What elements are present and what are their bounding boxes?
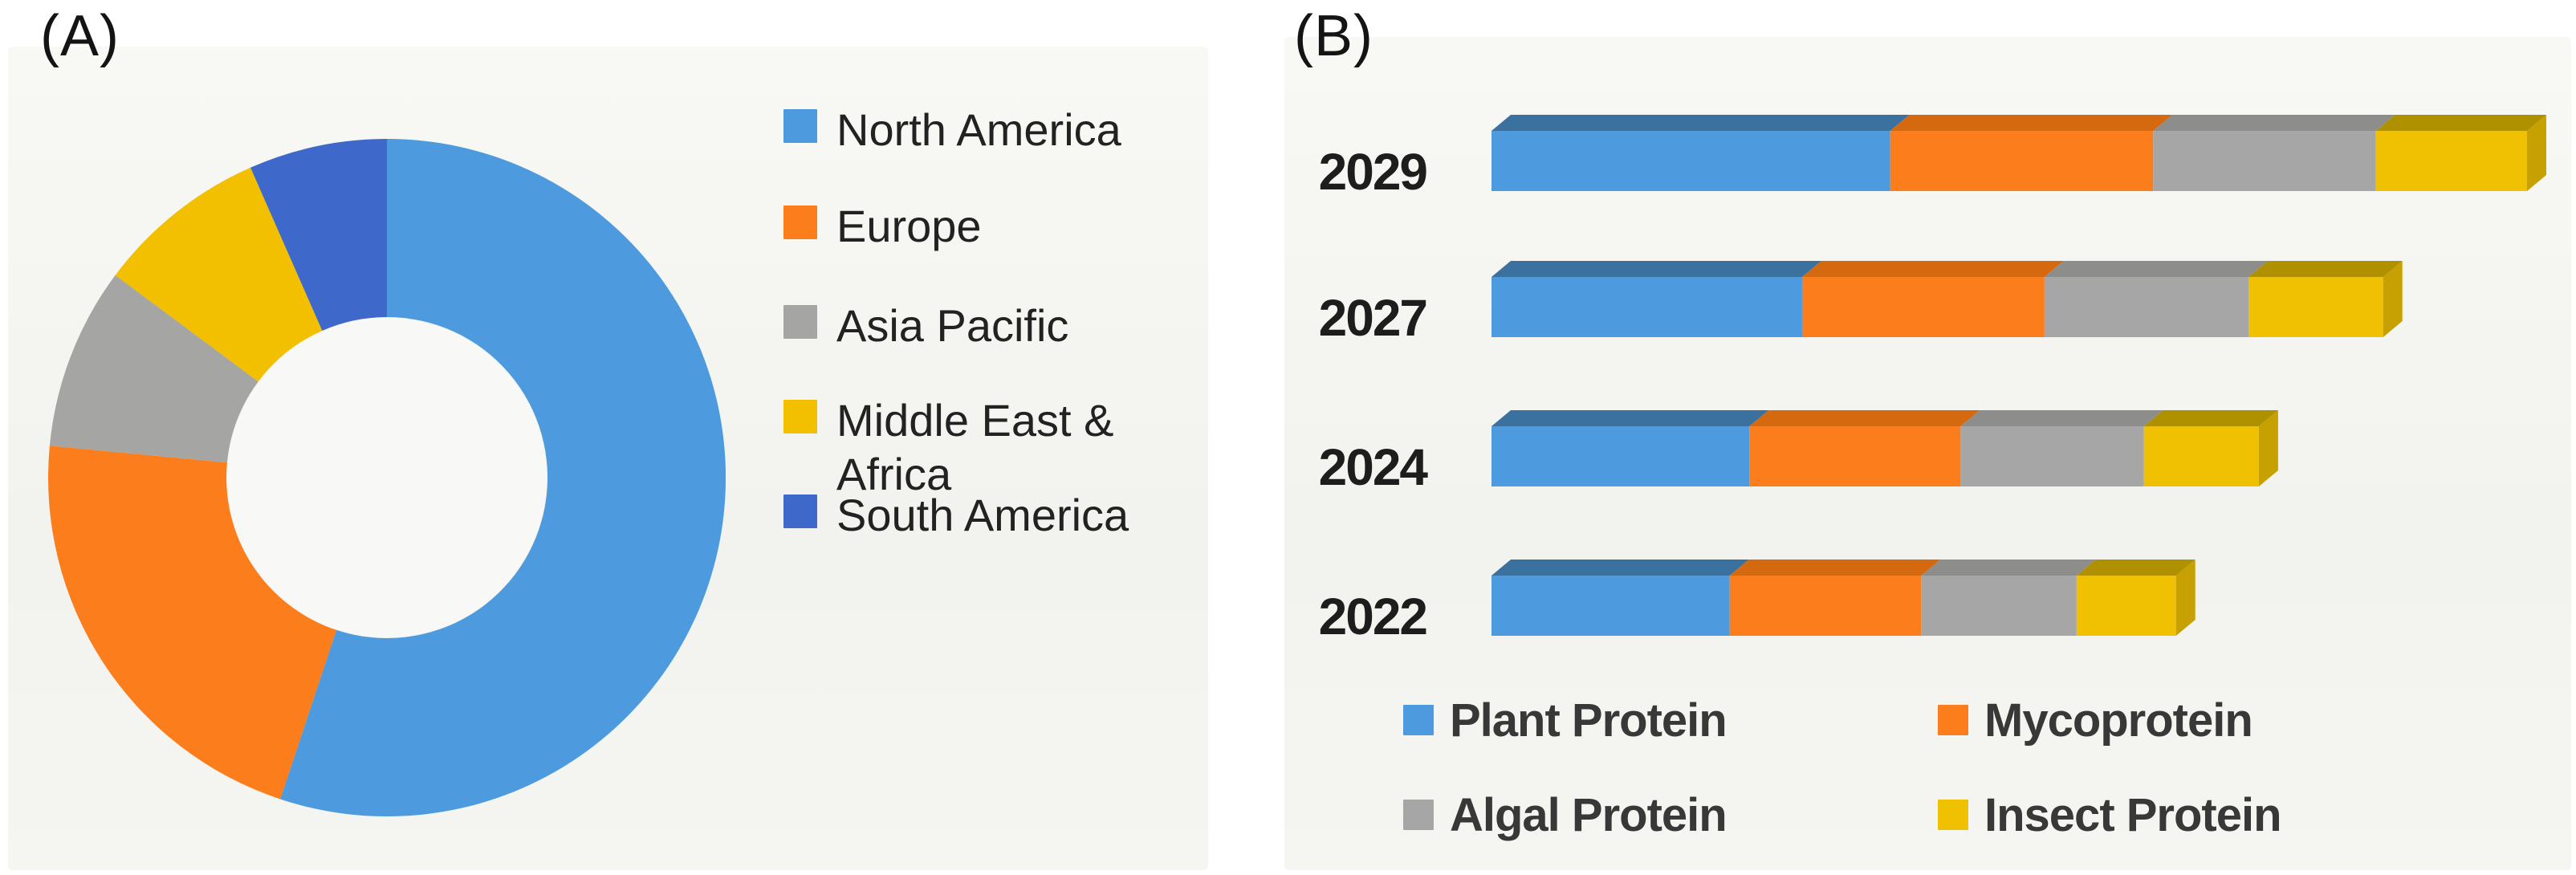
- legend-swatch-icon: [783, 305, 817, 339]
- bar-2029-top-mycoprotein: [1890, 115, 2173, 131]
- bar-2027-segment-insect-protein: [2248, 277, 2383, 337]
- donut-slice-asia-pacific: [49, 275, 258, 463]
- bar-2024-segment-mycoprotein: [1749, 426, 1961, 486]
- legend-label: Europe: [836, 201, 982, 251]
- bar-2024-top-algal-protein: [1960, 410, 2163, 426]
- bar-legend: Plant Protein Mycoprotein Algal Protein Ins…: [1403, 692, 2282, 843]
- bar-2024-top-plant-protein: [1491, 410, 1769, 426]
- legend-item-south-america: South America: [783, 488, 1129, 542]
- legend-label: Mycoprotein: [1984, 694, 2253, 747]
- legend-label: Asia Pacific: [836, 300, 1069, 351]
- bar-2022-top-insect-protein: [2076, 560, 2196, 576]
- donut-slice-europe: [48, 446, 336, 800]
- legend-item-middle-east-africa: Middle East & Africa: [783, 393, 1182, 501]
- donut-legend: North America Europe Asia Pacific Middle Ea…: [783, 0, 1201, 875]
- bar-2027-top-algal-protein: [2044, 261, 2268, 277]
- legend-label: Insect Protein: [1984, 788, 2282, 841]
- bar-2022-segment-plant-protein: [1491, 576, 1730, 636]
- bar-2024-segment-plant-protein: [1491, 426, 1750, 486]
- legend-swatch-icon: [783, 494, 817, 528]
- donut-slice-north-america: [280, 139, 726, 816]
- bar-2029-segment-algal-protein: [2153, 131, 2376, 191]
- bar-2022-top-plant-protein: [1491, 560, 1749, 576]
- bar-2027-endcap-insect-protein: [2383, 261, 2403, 337]
- panel-b-label: (B): [1294, 4, 1373, 68]
- bar-2024-endcap-insect-protein: [2258, 410, 2278, 486]
- bar-2024-segment-insect-protein: [2143, 426, 2259, 486]
- bar-2029-segment-plant-protein: [1491, 131, 1890, 191]
- bar-2029-top-insect-protein: [2375, 115, 2546, 131]
- bar-2024-segment-algal-protein: [1960, 426, 2144, 486]
- bar-2027-segment-algal-protein: [2044, 277, 2248, 337]
- bar-2027-top-insect-protein: [2248, 261, 2403, 277]
- panel-a-label: (A): [40, 4, 120, 68]
- legend-swatch-icon: [783, 400, 817, 433]
- donut-hole: [227, 318, 547, 637]
- bar-2022-top-mycoprotein: [1729, 560, 1941, 576]
- donut-slice-middle-east-africa: [115, 167, 323, 382]
- bar-2022-endcap-insect-protein: [2175, 560, 2196, 636]
- legend-item-north-america: North America: [783, 103, 1121, 157]
- bar-2022-segment-insect-protein: [2076, 576, 2176, 636]
- bar-2024-top-mycoprotein: [1749, 410, 1980, 426]
- legend-item-europe: Europe: [783, 199, 982, 253]
- legend-label: North America: [836, 104, 1121, 155]
- bar-2027-top-plant-protein: [1491, 261, 1821, 277]
- legend-swatch-icon: [1403, 705, 1434, 735]
- bar-2027-segment-plant-protein: [1491, 277, 1802, 337]
- legend-swatch-icon: [1403, 800, 1434, 830]
- bar-2029-endcap-insect-protein: [2527, 115, 2546, 191]
- legend-item-mycoprotein: Mycoprotein: [1938, 692, 2281, 748]
- bar-2022-segment-mycoprotein: [1729, 576, 1922, 636]
- category-label-2027: 2027: [1319, 289, 1426, 347]
- bar-2022-top-algal-protein: [1921, 560, 2096, 576]
- stacked-bar-chart: 2029 2027 2024 2022: [1319, 115, 2546, 645]
- bar-2029-segment-mycoprotein: [1890, 131, 2154, 191]
- legend-item-insect-protein: Insect Protein: [1938, 787, 2282, 843]
- legend-label: Algal Protein: [1450, 788, 1728, 841]
- legend-label: Middle East & Africa: [836, 395, 1114, 500]
- legend-swatch-icon: [783, 109, 817, 143]
- donut-slice-south-america: [250, 139, 387, 331]
- legend-swatch-icon: [783, 206, 817, 239]
- bar-2029-top-algal-protein: [2153, 115, 2395, 131]
- bar-2027-top-mycoprotein: [1802, 261, 2064, 277]
- bar-2024-top-insect-protein: [2143, 410, 2278, 426]
- bar-2022-segment-algal-protein: [1921, 576, 2077, 636]
- legend-swatch-icon: [1938, 800, 1968, 830]
- bar-2027-segment-mycoprotein: [1802, 277, 2045, 337]
- bar-2029-segment-insect-protein: [2375, 131, 2527, 191]
- legend-item-algal-protein: Algal Protein: [1403, 787, 1938, 843]
- category-label-2029: 2029: [1319, 143, 1427, 201]
- legend-item-plant-protein: Plant Protein: [1403, 692, 1938, 748]
- bar-2029-top-plant-protein: [1491, 115, 1910, 131]
- donut-chart: [48, 139, 726, 816]
- legend-label: South America: [836, 490, 1129, 540]
- legend-label: Plant Protein: [1450, 694, 1728, 747]
- legend-item-asia-pacific: Asia Pacific: [783, 299, 1068, 352]
- category-label-2022: 2022: [1319, 588, 1427, 645]
- legend-swatch-icon: [1938, 705, 1968, 735]
- category-label-2024: 2024: [1319, 438, 1429, 496]
